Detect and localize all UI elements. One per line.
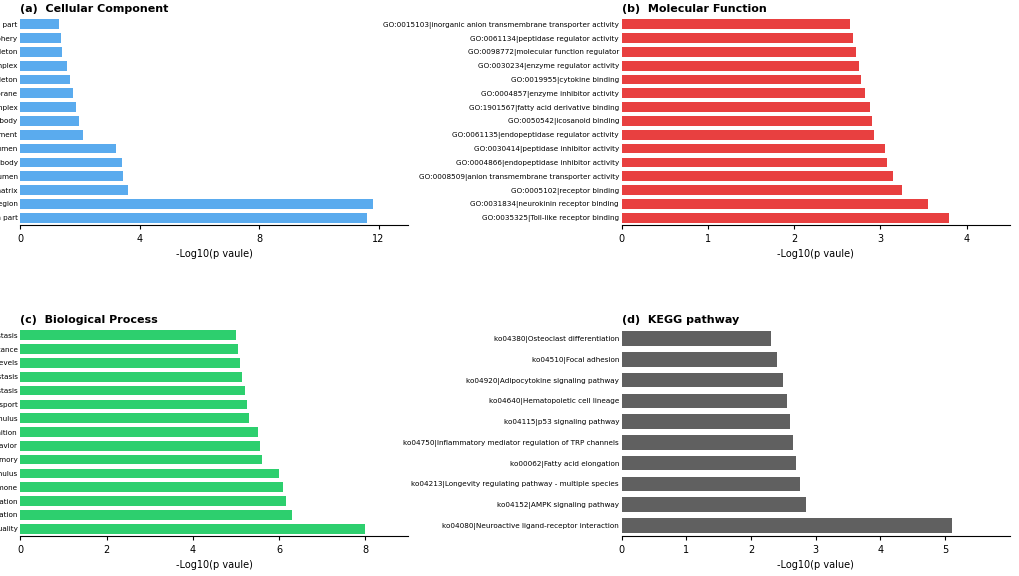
Bar: [20, 510, 291, 520]
Bar: [622, 373, 783, 388]
Bar: [20, 144, 116, 153]
Bar: [20, 116, 78, 126]
Bar: [20, 344, 237, 354]
Bar: [622, 144, 883, 153]
Bar: [20, 469, 279, 478]
Text: (c)  Biological Process: (c) Biological Process: [20, 314, 158, 325]
X-axis label: -Log10(p vaule): -Log10(p vaule): [176, 560, 253, 570]
Bar: [622, 89, 864, 98]
Bar: [622, 130, 872, 139]
Bar: [20, 130, 83, 139]
Bar: [20, 89, 72, 98]
Bar: [20, 441, 260, 450]
Bar: [622, 20, 850, 29]
Bar: [622, 393, 786, 408]
X-axis label: -Log10(p vaule): -Log10(p vaule): [776, 249, 853, 259]
Bar: [20, 386, 245, 395]
Bar: [622, 158, 887, 167]
Bar: [622, 103, 869, 112]
Text: (a)  Cellular Component: (a) Cellular Component: [20, 3, 168, 14]
Text: (d)  KEGG pathway: (d) KEGG pathway: [622, 314, 739, 325]
Bar: [622, 414, 789, 429]
Bar: [20, 199, 372, 209]
Bar: [20, 331, 235, 340]
Bar: [622, 497, 805, 512]
Bar: [20, 427, 257, 437]
Bar: [20, 75, 69, 84]
Bar: [20, 47, 62, 56]
Bar: [20, 524, 365, 533]
Bar: [20, 33, 61, 43]
Bar: [20, 103, 75, 112]
Bar: [622, 33, 852, 43]
X-axis label: -Log10(p vaule): -Log10(p vaule): [176, 249, 253, 259]
Bar: [622, 518, 951, 533]
Bar: [622, 75, 861, 84]
Bar: [20, 61, 66, 70]
Bar: [622, 456, 796, 471]
Bar: [20, 158, 121, 167]
Bar: [20, 414, 249, 423]
Bar: [622, 199, 927, 209]
Bar: [20, 358, 240, 367]
Bar: [622, 47, 856, 56]
Bar: [20, 172, 123, 181]
Bar: [622, 172, 893, 181]
Bar: [20, 497, 285, 506]
Bar: [20, 372, 243, 381]
Bar: [20, 213, 366, 222]
Bar: [622, 435, 793, 450]
Bar: [20, 20, 59, 29]
Bar: [622, 61, 858, 70]
Bar: [20, 455, 262, 464]
Bar: [622, 213, 949, 222]
X-axis label: -Log10(p value): -Log10(p value): [776, 560, 853, 570]
Bar: [622, 116, 871, 126]
Bar: [622, 331, 769, 346]
Text: (b)  Molecular Function: (b) Molecular Function: [622, 3, 766, 14]
Bar: [622, 352, 776, 367]
Bar: [20, 400, 247, 409]
Bar: [622, 185, 901, 195]
Bar: [20, 483, 283, 492]
Bar: [622, 476, 799, 491]
Bar: [20, 185, 127, 195]
